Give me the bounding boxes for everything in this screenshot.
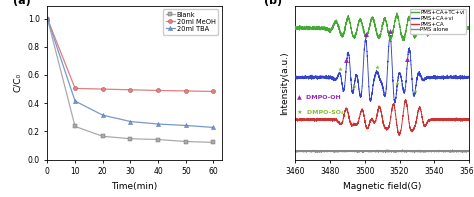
20ml TBA: [45, 17, 50, 20]
X-axis label: Time(min): Time(min): [111, 182, 158, 191]
Text: (a): (a): [12, 0, 30, 6]
20ml MeOH: [183, 90, 189, 92]
Blank: [72, 125, 78, 128]
20ml MeOH: [45, 17, 50, 20]
20ml MeOH: [210, 90, 216, 93]
20ml TBA: [155, 123, 161, 125]
Blank: [128, 138, 133, 140]
20ml MeOH: [155, 89, 161, 92]
Text: ★  DMPO-SO₄·: ★ DMPO-SO₄·: [297, 110, 346, 114]
Text: ▲  DMPO-OH: ▲ DMPO-OH: [297, 94, 340, 99]
Legend: Blank, 20ml MeOH, 20ml TBA: Blank, 20ml MeOH, 20ml TBA: [163, 9, 219, 35]
20ml MeOH: [72, 87, 78, 90]
Blank: [155, 138, 161, 141]
Line: 20ml TBA: 20ml TBA: [46, 17, 216, 129]
20ml TBA: [210, 126, 216, 129]
Line: Blank: Blank: [46, 17, 216, 144]
Line: 20ml MeOH: 20ml MeOH: [46, 17, 216, 94]
Y-axis label: C/C₀: C/C₀: [13, 73, 22, 92]
20ml MeOH: [100, 88, 106, 90]
Blank: [210, 141, 216, 144]
Blank: [183, 140, 189, 143]
20ml TBA: [72, 100, 78, 102]
Text: (b): (b): [264, 0, 282, 6]
Blank: [45, 17, 50, 20]
20ml TBA: [100, 114, 106, 116]
20ml TBA: [183, 124, 189, 127]
20ml MeOH: [128, 89, 133, 91]
Y-axis label: Intensity(a.u.): Intensity(a.u.): [281, 51, 290, 114]
Legend: PMS+CA+TC+vi, PMS+CA+vi, PMS+CA, PMS alone: PMS+CA+TC+vi, PMS+CA+vi, PMS+CA, PMS alo…: [410, 9, 466, 34]
X-axis label: Magnetic field(G): Magnetic field(G): [343, 182, 421, 191]
20ml TBA: [128, 120, 133, 123]
Blank: [100, 135, 106, 138]
